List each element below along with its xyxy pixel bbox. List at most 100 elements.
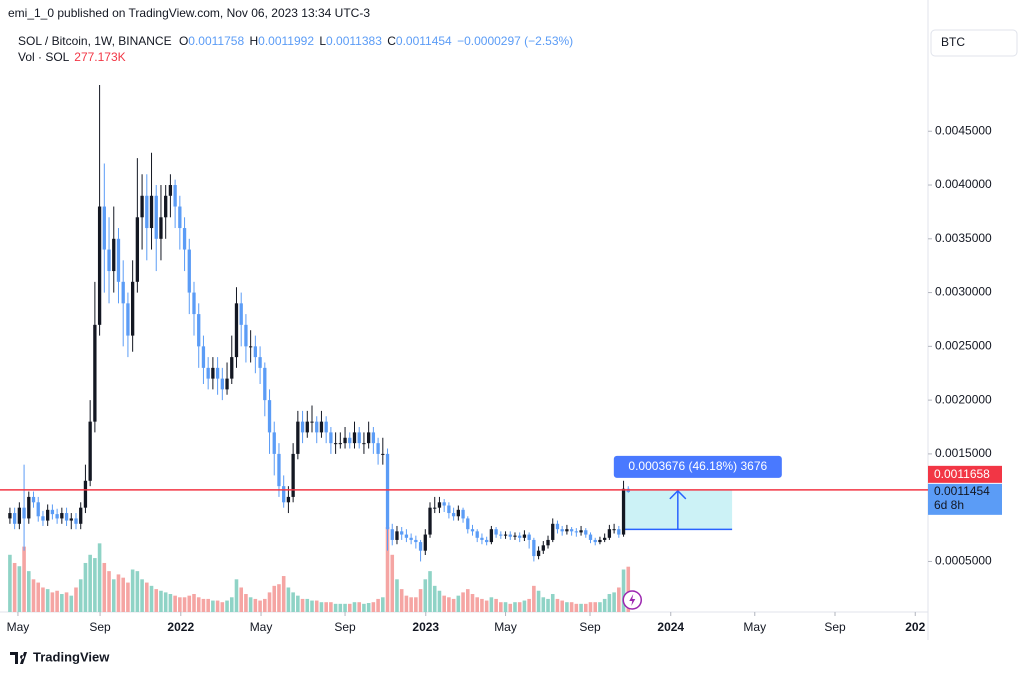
currency[interactable]: BTC: [941, 35, 965, 49]
volume-bar: [192, 594, 196, 612]
candle-body: [168, 185, 173, 196]
candle-body: [579, 530, 583, 533]
volume-bar: [159, 590, 163, 612]
candle-body: [140, 195, 144, 218]
candle-body: [225, 378, 229, 390]
volume-bar: [300, 598, 305, 612]
candle-body: [565, 529, 569, 532]
x-tick-label: May: [250, 620, 273, 634]
candle-body: [400, 531, 404, 535]
x-tick-label: Sep: [824, 620, 846, 634]
volume-bar: [69, 595, 74, 612]
volume-bar: [22, 546, 26, 612]
volume-bar: [286, 587, 291, 612]
candle-body: [621, 488, 626, 535]
candle-body: [116, 238, 121, 282]
candle-body: [329, 432, 333, 444]
candle-body: [433, 507, 437, 509]
volume-bar: [215, 600, 220, 612]
hline-price-bg: [928, 465, 1002, 483]
candle-body: [310, 421, 314, 423]
last-price-bg: [928, 483, 1002, 515]
candle-body: [423, 534, 427, 551]
volume-bar: [239, 587, 243, 612]
legend-line: SOL / Bitcoin, 1W, BINANCE O0.0011758 H0…: [18, 34, 573, 48]
volume-bar: [253, 598, 258, 612]
candle-body: [187, 249, 191, 293]
volume-bar: [352, 602, 357, 612]
volume-bar: [324, 602, 328, 612]
volume-bar: [121, 577, 125, 612]
currency-button[interactable]: [930, 29, 1018, 57]
candle-body: [135, 217, 140, 282]
volume-bar: [376, 598, 380, 612]
candle-body: [395, 531, 399, 540]
volume-bar: [583, 603, 588, 612]
x-tick-label: May: [7, 620, 30, 634]
volume-bar: [26, 571, 31, 612]
volume-bar: [338, 603, 343, 612]
y-tick-label: 0.0005000: [935, 554, 992, 568]
candle-body: [607, 529, 612, 538]
x-tick-label: May: [743, 620, 766, 634]
l-letter: L: [319, 34, 326, 48]
volume-bar: [470, 594, 475, 612]
volume-bar: [447, 597, 451, 612]
candle-body: [211, 367, 215, 379]
volume-bar: [414, 597, 418, 612]
volume-bar: [357, 602, 362, 612]
candle-body: [376, 443, 380, 454]
volume-bar: [428, 571, 432, 612]
volume-bar: [130, 569, 135, 612]
volume-bar: [225, 600, 229, 612]
candle-body: [41, 516, 45, 521]
volume-bar: [371, 602, 376, 612]
candle-body: [12, 513, 17, 524]
candle-body: [315, 421, 319, 433]
volume-bar: [593, 602, 598, 612]
plot: [0, 85, 928, 612]
brand: TradingView: [33, 649, 110, 664]
candle-body: [338, 443, 342, 445]
volume-bar: [272, 585, 277, 612]
volume-bar: [149, 585, 154, 612]
y-tick-label: 0.0025000: [935, 339, 992, 353]
candle-body: [428, 507, 432, 535]
candle-body: [79, 507, 83, 524]
x-tick-label: Sep: [334, 620, 356, 634]
candle-body: [555, 523, 560, 530]
volume-bar: [461, 592, 465, 612]
volume-bar: [579, 603, 583, 612]
candle-body: [272, 432, 276, 454]
last-price: 0.0011454: [934, 484, 990, 498]
volume-bar: [201, 598, 206, 612]
candle-body: [588, 534, 593, 540]
change: −0.0000297 (−2.53%): [457, 34, 573, 48]
candle-body: [277, 453, 281, 487]
candle-body: [263, 367, 267, 401]
volume-bar: [598, 602, 602, 612]
measure-label: 0.0003676 (46.18%) 3676: [628, 459, 767, 473]
countdown: 6d 8h: [934, 498, 964, 512]
volume-bar: [626, 566, 631, 612]
candle-body: [485, 539, 489, 543]
candle-body: [244, 324, 248, 347]
x-tick-label: 2023: [412, 620, 439, 634]
volume-bar: [489, 597, 494, 612]
candle-body: [112, 238, 116, 272]
candle-body: [418, 542, 423, 551]
volume-bar: [116, 574, 121, 612]
candle-body: [617, 529, 621, 535]
candle-body: [145, 195, 149, 229]
volume-bar: [329, 602, 333, 612]
volume-bar: [31, 579, 36, 612]
candle-body: [149, 195, 154, 229]
volume-bar: [456, 595, 461, 612]
volume-bar: [555, 598, 560, 612]
volume-bar: [267, 592, 272, 612]
volume-bar: [211, 600, 215, 612]
volume-bar: [347, 603, 352, 612]
candle-body: [215, 367, 220, 379]
volume-bar: [541, 597, 546, 612]
